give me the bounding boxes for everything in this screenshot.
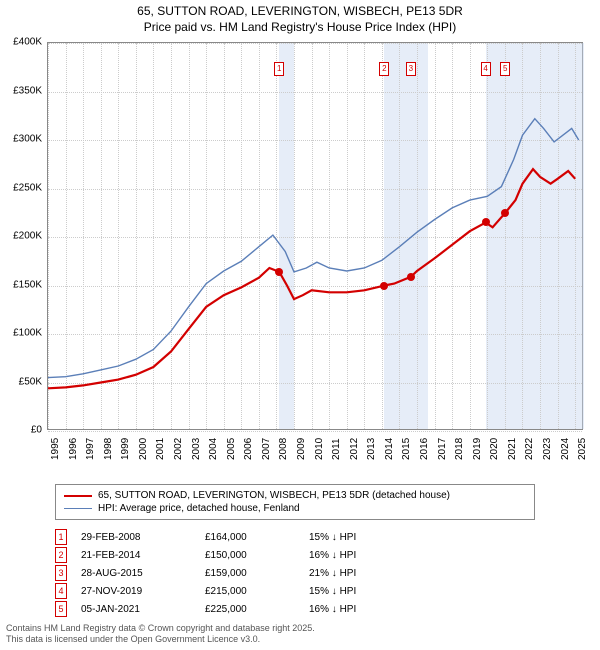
- row-date: 27-NOV-2019: [81, 586, 191, 597]
- xtick-label: 2022: [524, 438, 535, 460]
- table-row: 1 29-FEB-2008 £164,000 15% ↓ HPI: [55, 528, 399, 546]
- xtick-label: 1998: [103, 438, 114, 460]
- row-marker: 4: [55, 583, 67, 599]
- row-price: £159,000: [205, 568, 295, 579]
- row-diff: 15% ↓ HPI: [309, 532, 399, 543]
- xtick-label: 2013: [366, 438, 377, 460]
- legend: 65, SUTTON ROAD, LEVERINGTON, WISBECH, P…: [55, 484, 535, 520]
- x-axis: 1995 1996 1997 1998 1999 2000 2001 2002 2003 2004…: [47, 430, 583, 480]
- xtick-label: 2019: [472, 438, 483, 460]
- sales-table: 1 29-FEB-2008 £164,000 15% ↓ HPI 2 21-FEB-201…: [55, 528, 399, 618]
- row-price: £150,000: [205, 550, 295, 561]
- xtick-label: 2020: [489, 438, 500, 460]
- ytick-label: £200K: [13, 231, 42, 242]
- xtick-label: 2014: [384, 438, 395, 460]
- ytick-label: £400K: [13, 37, 42, 48]
- row-diff: 16% ↓ HPI: [309, 550, 399, 561]
- line-hpi: [48, 119, 579, 378]
- xtick-label: 2009: [296, 438, 307, 460]
- xtick-label: 1999: [120, 438, 131, 460]
- legend-label: HPI: Average price, detached house, Fenl…: [98, 503, 300, 514]
- xtick-label: 2003: [191, 438, 202, 460]
- legend-swatch: [64, 495, 92, 497]
- xtick-label: 2007: [261, 438, 272, 460]
- table-row: 2 21-FEB-2014 £150,000 16% ↓ HPI: [55, 546, 399, 564]
- xtick-label: 2018: [454, 438, 465, 460]
- xtick-label: 2011: [331, 438, 342, 460]
- row-price: £215,000: [205, 586, 295, 597]
- plot-marker: 4: [481, 62, 491, 76]
- legend-row: 65, SUTTON ROAD, LEVERINGTON, WISBECH, P…: [64, 489, 526, 502]
- title-line-1: 65, SUTTON ROAD, LEVERINGTON, WISBECH, P…: [0, 4, 600, 20]
- sale-point: [407, 273, 415, 281]
- plot-marker: 2: [379, 62, 389, 76]
- footer-text: Contains HM Land Registry data © Crown c…: [6, 623, 315, 646]
- xtick-label: 2002: [173, 438, 184, 460]
- row-date: 05-JAN-2021: [81, 604, 191, 615]
- row-date: 21-FEB-2014: [81, 550, 191, 561]
- ytick-label: £0: [31, 425, 42, 436]
- table-row: 3 28-AUG-2015 £159,000 21% ↓ HPI: [55, 564, 399, 582]
- xtick-label: 2000: [138, 438, 149, 460]
- row-marker: 3: [55, 565, 67, 581]
- plot-marker: 1: [274, 62, 284, 76]
- row-price: £164,000: [205, 532, 295, 543]
- row-diff: 21% ↓ HPI: [309, 568, 399, 579]
- xtick-label: 2004: [208, 438, 219, 460]
- ytick-label: £350K: [13, 85, 42, 96]
- row-date: 29-FEB-2008: [81, 532, 191, 543]
- xtick-label: 2016: [419, 438, 430, 460]
- plot-marker: 5: [500, 62, 510, 76]
- row-marker: 5: [55, 601, 67, 617]
- sale-point: [482, 218, 490, 226]
- xtick-label: 2024: [560, 438, 571, 460]
- title-line-2: Price paid vs. HM Land Registry's House …: [0, 20, 600, 36]
- xtick-label: 1997: [85, 438, 96, 460]
- ytick-label: £150K: [13, 279, 42, 290]
- row-diff: 15% ↓ HPI: [309, 586, 399, 597]
- ytick-label: £250K: [13, 182, 42, 193]
- table-row: 4 27-NOV-2019 £215,000 15% ↓ HPI: [55, 582, 399, 600]
- legend-row: HPI: Average price, detached house, Fenl…: [64, 502, 526, 515]
- sale-point: [275, 268, 283, 276]
- row-diff: 16% ↓ HPI: [309, 604, 399, 615]
- xtick-label: 2001: [155, 438, 166, 460]
- plot-marker: 3: [406, 62, 416, 76]
- xtick-label: 2012: [349, 438, 360, 460]
- xtick-label: 2005: [226, 438, 237, 460]
- ytick-label: £50K: [19, 376, 42, 387]
- xtick-label: 2017: [437, 438, 448, 460]
- row-price: £225,000: [205, 604, 295, 615]
- chart-container: 65, SUTTON ROAD, LEVERINGTON, WISBECH, P…: [0, 0, 600, 650]
- xtick-label: 2010: [314, 438, 325, 460]
- chart-lines: [48, 43, 582, 429]
- xtick-label: 1995: [50, 438, 61, 460]
- plot-area: 1 2 3 45: [47, 42, 583, 430]
- sale-point: [380, 282, 388, 290]
- xtick-label: 2015: [401, 438, 412, 460]
- table-row: 5 05-JAN-2021 £225,000 16% ↓ HPI: [55, 600, 399, 618]
- xtick-label: 2025: [577, 438, 588, 460]
- y-axis: £0£50K£100K£150K£200K£250K£300K£350K£400…: [0, 42, 47, 430]
- ytick-label: £100K: [13, 328, 42, 339]
- xtick-label: 2008: [278, 438, 289, 460]
- row-marker: 1: [55, 529, 67, 545]
- row-marker: 2: [55, 547, 67, 563]
- xtick-label: 1996: [68, 438, 79, 460]
- ytick-label: £300K: [13, 134, 42, 145]
- row-date: 28-AUG-2015: [81, 568, 191, 579]
- chart-title: 65, SUTTON ROAD, LEVERINGTON, WISBECH, P…: [0, 0, 600, 35]
- line-property: [48, 169, 575, 388]
- footer-line-1: Contains HM Land Registry data © Crown c…: [6, 623, 315, 635]
- xtick-label: 2006: [243, 438, 254, 460]
- sale-point: [501, 209, 509, 217]
- xtick-label: 2023: [542, 438, 553, 460]
- xtick-label: 2021: [507, 438, 518, 460]
- footer-line-2: This data is licensed under the Open Gov…: [6, 634, 315, 646]
- legend-swatch: [64, 508, 92, 509]
- legend-label: 65, SUTTON ROAD, LEVERINGTON, WISBECH, P…: [98, 490, 450, 501]
